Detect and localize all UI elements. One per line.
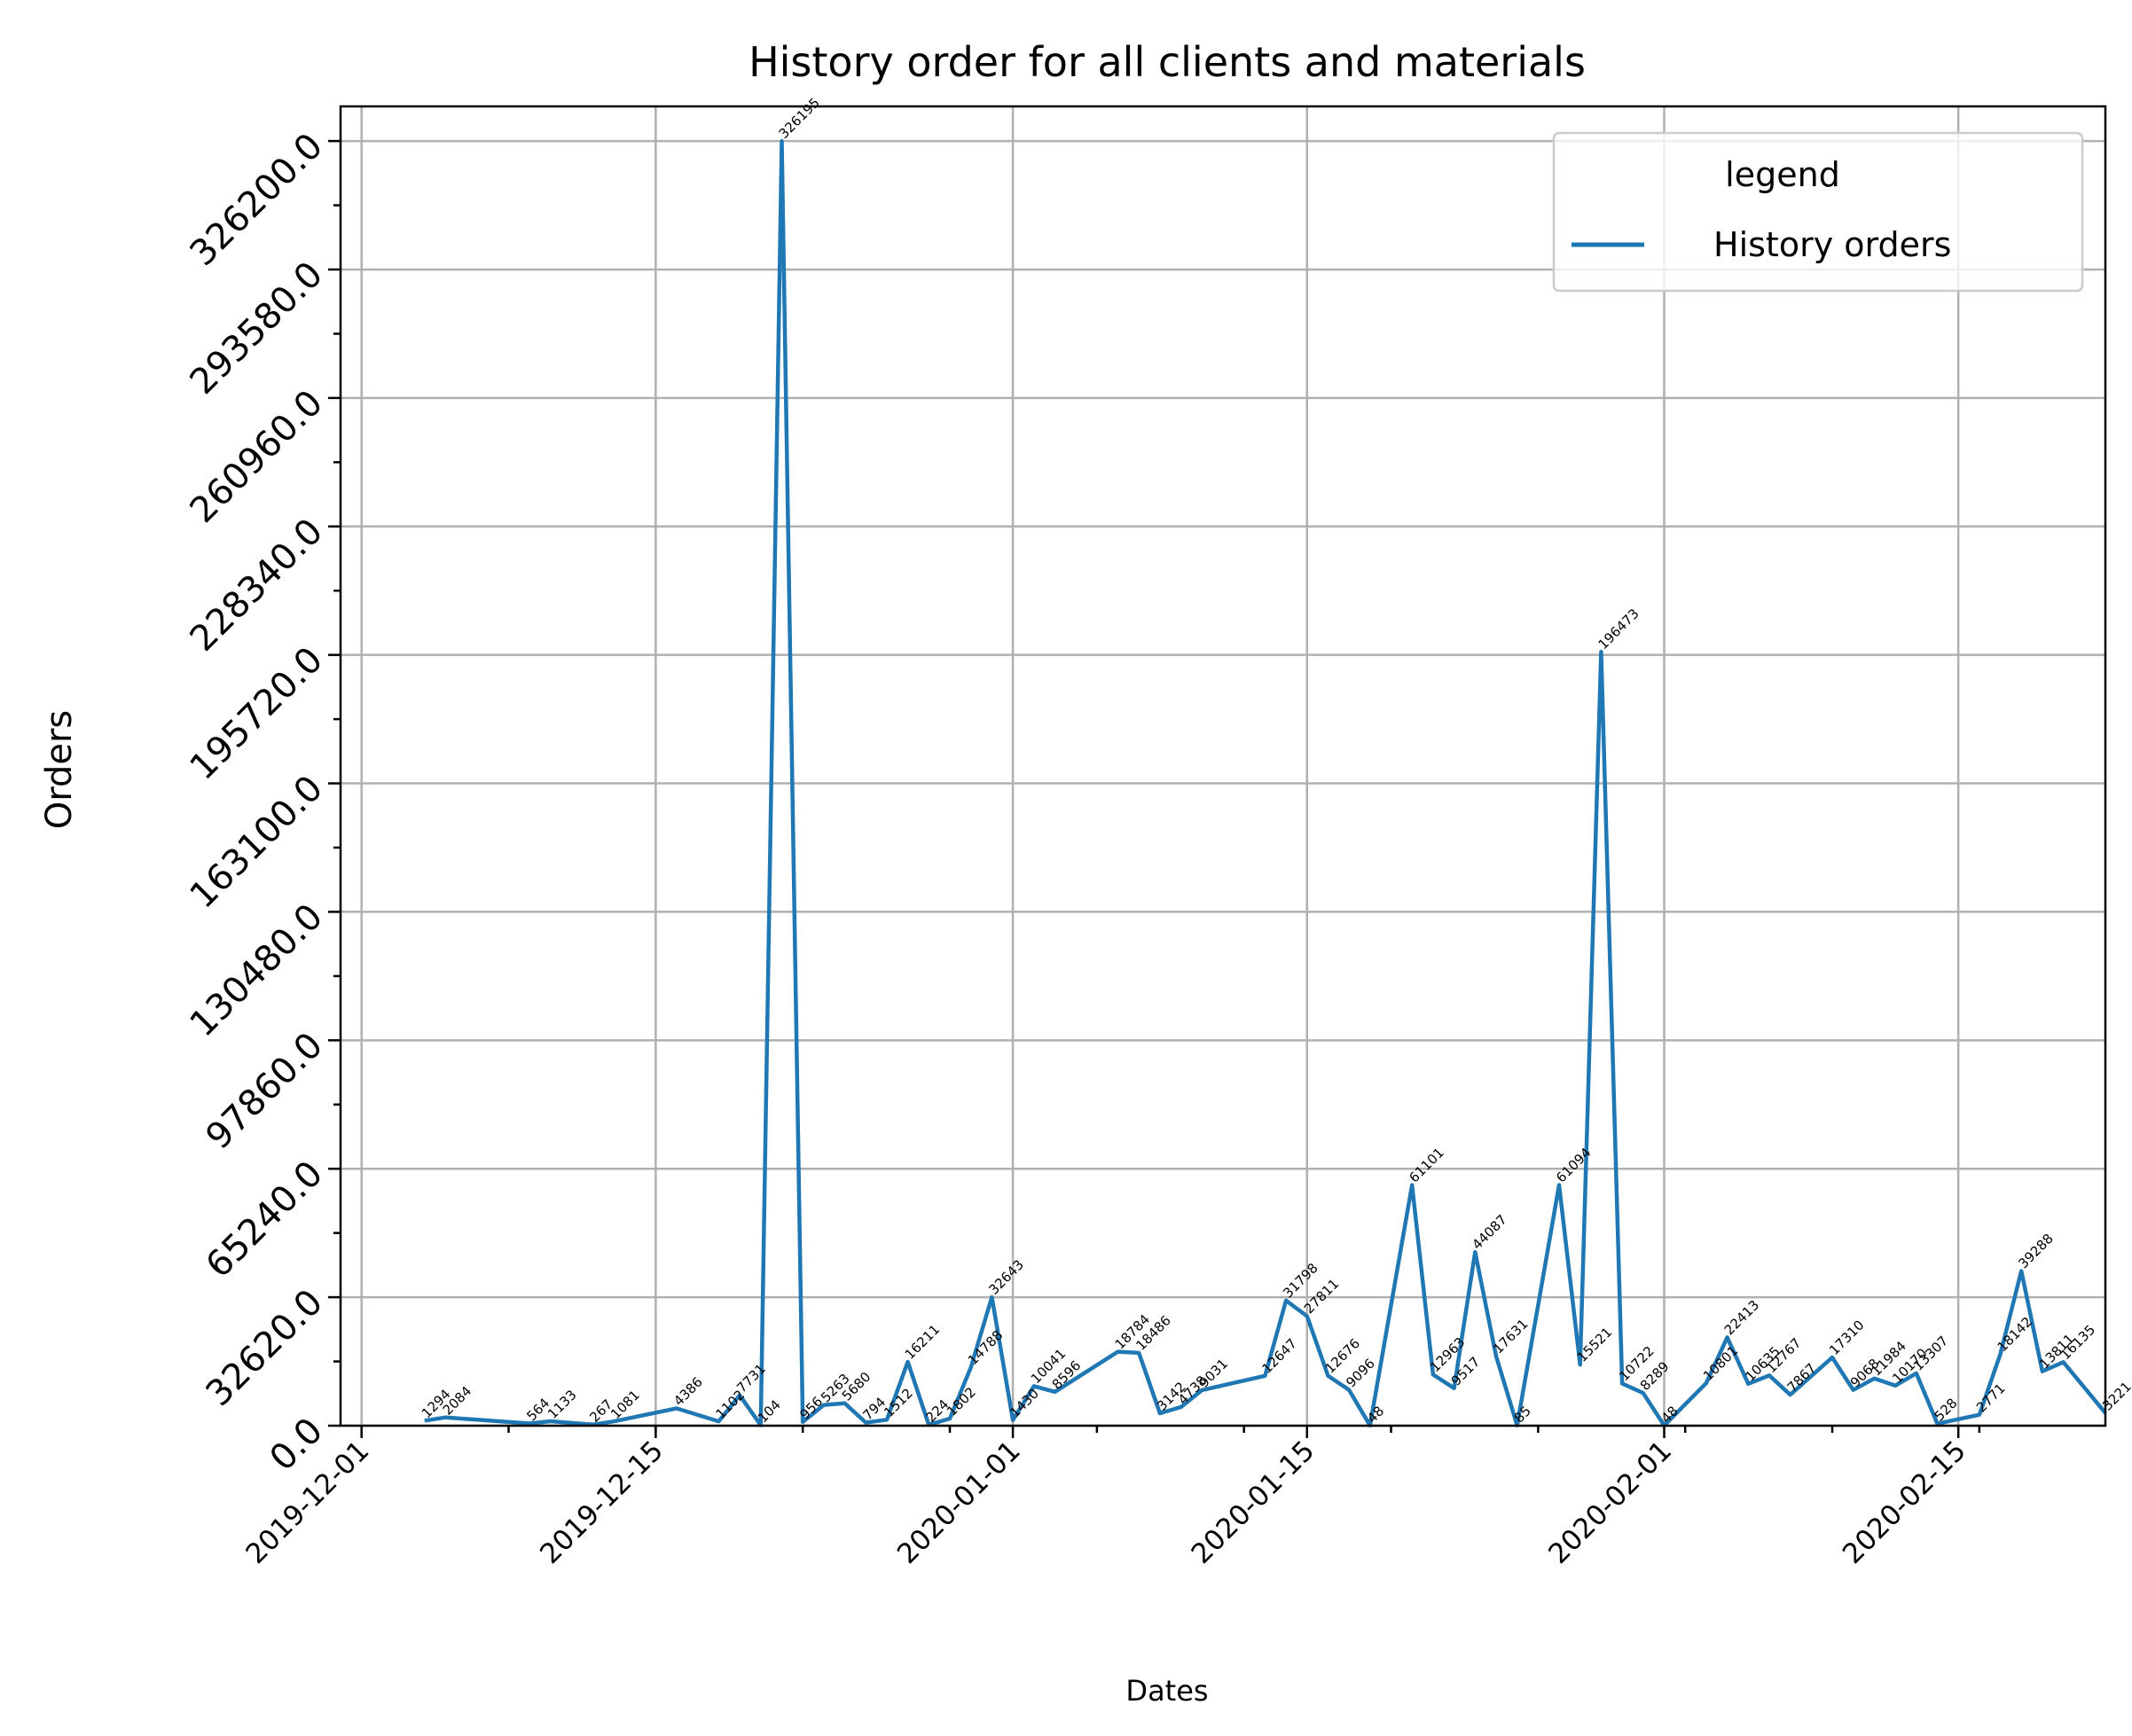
data-label: 3221 <box>2099 1379 2132 1414</box>
data-label: 2771 <box>1973 1380 2009 1416</box>
y-tick-label: 228340.0 <box>183 511 331 659</box>
data-label: 18142 <box>1995 1314 2035 1355</box>
data-label: 1133 <box>545 1387 580 1422</box>
chart-title: History order for all clients and materi… <box>749 38 1586 86</box>
x-tick-label: 2020-02-15 <box>1837 1435 1972 1570</box>
y-axis-label: Orders <box>39 710 80 830</box>
data-label: 39288 <box>2015 1231 2056 1271</box>
data-label: 22413 <box>1721 1297 1762 1338</box>
data-label: 1512 <box>881 1385 916 1420</box>
series-line-history-orders <box>424 138 2107 1428</box>
data-label: 61094 <box>1553 1145 1594 1185</box>
x-tick-label: 2020-01-01 <box>891 1435 1027 1570</box>
y-tick-label: 130480.0 <box>183 896 331 1044</box>
x-tick-label: 2020-01-15 <box>1186 1435 1321 1570</box>
data-label: 32643 <box>986 1256 1027 1297</box>
y-tick-label: 32620.0 <box>199 1282 331 1414</box>
y-tick-label: 326200.0 <box>183 126 331 274</box>
x-axis-label: Dates <box>1125 1674 1208 1708</box>
data-label: 61101 <box>1406 1145 1446 1185</box>
plot-frame <box>339 105 2107 1427</box>
data-label: 7867 <box>1784 1360 1820 1396</box>
data-label: 326195 <box>776 95 823 142</box>
legend: legend History orders <box>1552 131 2084 293</box>
y-tick-label: 65240.0 <box>199 1153 331 1286</box>
legend-box <box>1552 131 2084 293</box>
data-label: 44087 <box>1469 1212 1509 1253</box>
data-label: 4386 <box>670 1374 706 1410</box>
data-label: 16211 <box>902 1321 943 1362</box>
legend-entry-history-orders: History orders <box>1713 225 1951 264</box>
y-tick-label: 293580.0 <box>183 254 331 403</box>
y-tick-label: 163100.0 <box>183 768 331 916</box>
data-label: 12647 <box>1258 1335 1299 1376</box>
y-tick-label: 97860.0 <box>199 1025 331 1157</box>
data-label: 17310 <box>1826 1317 1867 1357</box>
data-label: 196473 <box>1595 606 1642 653</box>
data-label: 17631 <box>1490 1316 1531 1357</box>
y-tick-label: 260960.0 <box>183 382 331 530</box>
data-label: 1802 <box>944 1384 979 1419</box>
legend-title: legend <box>1725 155 1840 194</box>
x-tick-label: 2020-02-01 <box>1542 1435 1678 1570</box>
x-tick-label: 2019-12-15 <box>534 1435 670 1570</box>
data-label: 2084 <box>440 1383 475 1419</box>
grid-lines <box>341 106 2105 1427</box>
y-tick-label: 195720.0 <box>183 639 331 787</box>
